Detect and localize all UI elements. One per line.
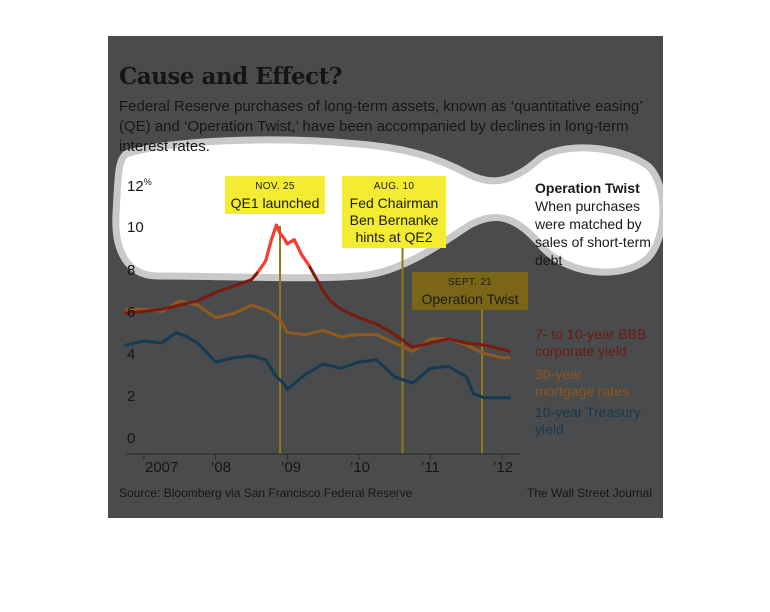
qe1-annotation: NOV. 25 QE1 launched: [225, 176, 325, 214]
y-tick-label: 8: [127, 262, 136, 279]
qe1-date: NOV. 25: [255, 181, 295, 192]
callout-text: When purchases were matched by sales of …: [535, 198, 651, 268]
twist-annotation: SEPT. 21 Operation Twist: [412, 272, 528, 310]
operation-twist-callout: Operation Twist When purchases were matc…: [535, 179, 663, 269]
treasury-yield-line: [124, 331, 511, 400]
x-tick-label: 2007: [145, 459, 179, 476]
x-tick-label: ’11: [421, 459, 440, 476]
y-tick-label: 2: [127, 388, 136, 405]
callout-heading: Operation Twist: [535, 180, 640, 196]
chart-title: Cause and Effect?: [119, 63, 342, 90]
qe2-label: Fed Chairman Ben Bernanke hints at QE2: [349, 195, 439, 245]
x-tick-label: ’12: [493, 459, 514, 476]
y-tick-label: 12%: [127, 177, 152, 195]
credit: The Wall Street Journal: [527, 486, 652, 500]
source-note: Source: Bloomberg via San Francisco Fede…: [119, 486, 413, 500]
legend-bbb: 7- to 10-year BBB corporate yield: [535, 326, 647, 359]
chart-panel: Cause and Effect? Federal Reserve purcha…: [108, 36, 663, 518]
chart-subtitle: Federal Reserve purchases of long-term a…: [119, 98, 643, 155]
twist-date: SEPT. 21: [447, 277, 493, 288]
y-tick-label: 6: [127, 304, 136, 321]
y-tick-label: 0: [127, 430, 136, 447]
x-tick-label: ’08: [211, 459, 232, 476]
bbb-yield-peak-highlight: [257, 223, 311, 273]
twist-label: Operation Twist: [421, 291, 519, 307]
x-tick-label: ’10: [350, 459, 371, 476]
legend-mortgage: 30-year mortgage rates: [535, 366, 630, 399]
qe1-label: QE1 launched: [230, 195, 320, 211]
qe2-annotation: AUG. 10 Fed Chairman Ben Bernanke hints …: [342, 176, 446, 248]
qe2-date: AUG. 10: [373, 181, 415, 192]
legend-treasury: 10-year Treasury yield: [535, 404, 641, 437]
y-tick-label: 4: [127, 346, 136, 363]
x-tick-label: ’09: [281, 459, 302, 476]
y-tick-label: 10: [127, 219, 144, 236]
